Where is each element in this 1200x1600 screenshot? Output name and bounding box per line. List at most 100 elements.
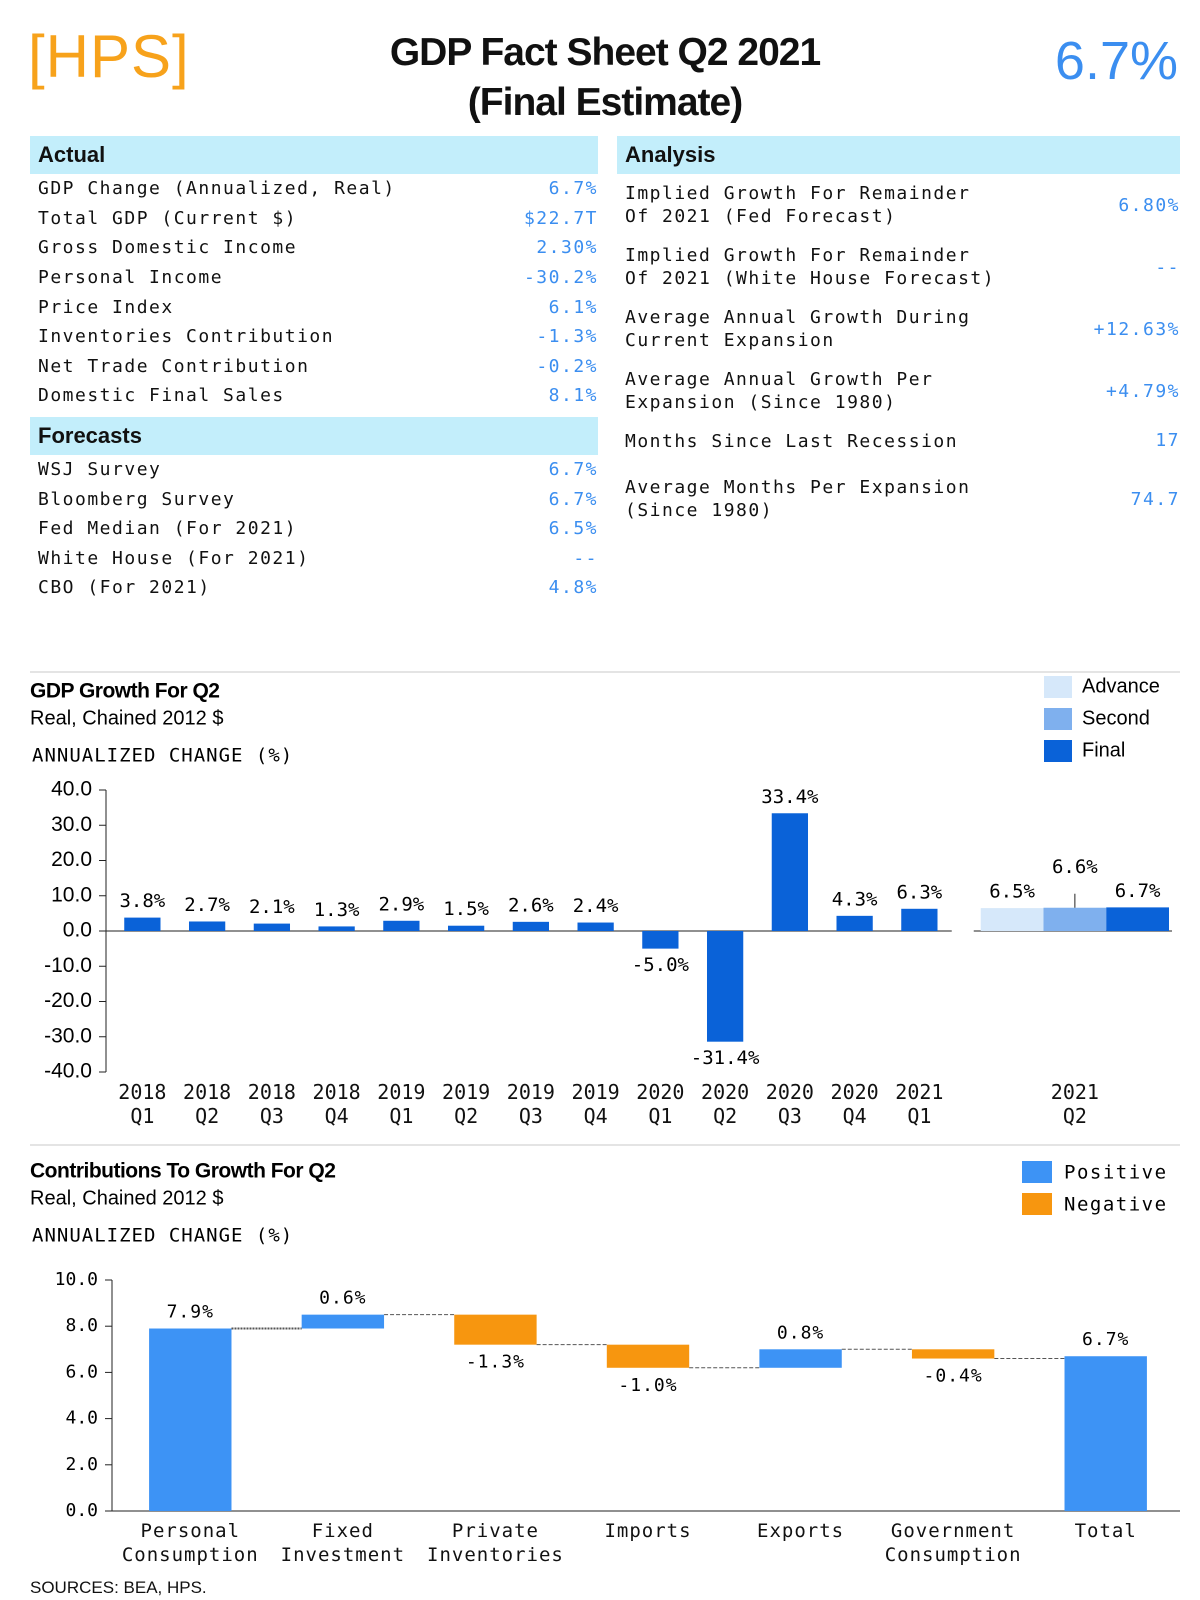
y-tick-label: 10.0 bbox=[51, 883, 92, 906]
bar bbox=[642, 931, 679, 949]
row-label: White House (For 2021) bbox=[38, 547, 310, 569]
x-tick-label: 2021 Q2 bbox=[1050, 1080, 1099, 1128]
data-label: 2.6% bbox=[508, 894, 554, 916]
row-label: Price Index bbox=[38, 296, 174, 318]
row-value: 6.7% bbox=[548, 459, 598, 481]
chart-subtitle: Real, Chained 2012 $ bbox=[30, 707, 223, 729]
data-label: 2.4% bbox=[573, 895, 619, 917]
bar bbox=[901, 908, 938, 931]
y-tick-label: 6.0 bbox=[65, 1361, 98, 1382]
table-row: CBO (For 2021) 4.8% bbox=[30, 573, 598, 603]
row-value: 17 bbox=[1155, 430, 1180, 451]
table-row: WSJ Survey 6.7% bbox=[30, 455, 598, 485]
legend-label: Second bbox=[1082, 707, 1150, 729]
bar bbox=[1106, 907, 1169, 931]
data-label: 2.1% bbox=[249, 896, 295, 918]
row-value: -0.2% bbox=[536, 355, 598, 377]
row-label: Personal Income bbox=[38, 267, 224, 289]
legend-swatch bbox=[1022, 1161, 1052, 1183]
data-label: 3.8% bbox=[119, 890, 165, 912]
y-axis-label: ANNUALIZED CHANGE (%) bbox=[32, 1225, 293, 1247]
y-tick-label: -20.0 bbox=[44, 989, 92, 1012]
data-label: -1.0% bbox=[618, 1375, 677, 1396]
title-line: (Final Estimate) bbox=[467, 81, 743, 124]
table-row: Months Since Last Recession 17 bbox=[617, 422, 1180, 468]
row-value: 6.1% bbox=[548, 296, 598, 318]
title-line: GDP Fact Sheet Q2 2021 bbox=[389, 31, 821, 74]
row-value: 6.80% bbox=[1118, 194, 1180, 216]
y-tick-label: 4.0 bbox=[65, 1408, 98, 1429]
legend-swatch bbox=[1044, 740, 1072, 762]
logo: [HPS] bbox=[28, 23, 190, 90]
bar bbox=[447, 925, 485, 931]
bar bbox=[124, 917, 161, 931]
data-label: 6.3% bbox=[896, 881, 942, 903]
bar bbox=[836, 915, 873, 931]
table-row: Fed Median (For 2021) 6.5% bbox=[30, 514, 598, 544]
x-tick-label: Imports bbox=[604, 1520, 692, 1542]
table-row: Implied Growth For Remainder Of 2021 (Wh… bbox=[617, 236, 1180, 298]
section-heading: Actual bbox=[30, 136, 598, 174]
data-label: 7.9% bbox=[167, 1302, 214, 1323]
chart-title: GDP Growth For Q2 bbox=[30, 680, 219, 703]
row-label: Net Trade Contribution bbox=[38, 355, 310, 377]
x-tick-label: Government Consumption bbox=[884, 1520, 1022, 1566]
data-label: -1.3% bbox=[466, 1352, 525, 1373]
row-label: Months Since Last Recession bbox=[625, 431, 959, 452]
bar bbox=[759, 1349, 842, 1368]
row-value: +4.79% bbox=[1105, 380, 1180, 402]
row-value: -1.3% bbox=[536, 326, 598, 348]
table-row: Bloomberg Survey 6.7% bbox=[30, 484, 598, 514]
table-row: Gross Domestic Income 2.30% bbox=[30, 233, 598, 263]
x-tick-label: 2019 Q1 bbox=[377, 1080, 426, 1128]
row-value: $22.7T bbox=[523, 207, 598, 229]
table-row: White House (For 2021) -- bbox=[30, 544, 598, 574]
row-value: -- bbox=[573, 547, 598, 569]
legend-label: Final bbox=[1082, 739, 1125, 761]
data-label: 0.6% bbox=[319, 1288, 366, 1309]
legend-label: Positive bbox=[1064, 1162, 1168, 1184]
y-tick-label: 0.0 bbox=[65, 1500, 98, 1521]
y-tick-label: -40.0 bbox=[44, 1060, 92, 1083]
table-row: Average Annual Growth During Current Exp… bbox=[617, 298, 1180, 360]
row-value: 4.8% bbox=[548, 577, 598, 599]
x-tick-label: 2018 Q1 bbox=[118, 1080, 167, 1128]
data-label: 33.4% bbox=[761, 786, 819, 808]
row-label: Implied Growth For Remainder Of 2021 (Fe… bbox=[625, 183, 971, 227]
data-label: 4.3% bbox=[832, 888, 878, 910]
bar bbox=[253, 923, 291, 931]
x-tick-label: Personal Consumption bbox=[121, 1520, 259, 1566]
row-value: 2.30% bbox=[536, 237, 598, 259]
x-tick-label: Total bbox=[1074, 1520, 1137, 1542]
table-row: Inventories Contribution -1.3% bbox=[30, 322, 598, 352]
row-value: -30.2% bbox=[523, 267, 598, 289]
row-label: Average Months Per Expansion (Since 1980… bbox=[625, 477, 971, 521]
x-tick-label: 2018 Q2 bbox=[183, 1080, 232, 1128]
legend-swatch bbox=[1044, 676, 1072, 698]
x-tick-label: 2020 Q4 bbox=[830, 1080, 879, 1128]
bar bbox=[606, 1344, 690, 1368]
legend-swatch bbox=[1022, 1193, 1052, 1215]
legend-label: Negative bbox=[1064, 1194, 1168, 1216]
y-tick-label: 0.0 bbox=[63, 919, 92, 942]
legend-label: Advance bbox=[1082, 675, 1160, 697]
row-value: +12.63% bbox=[1093, 318, 1180, 340]
section-heading: Analysis bbox=[617, 136, 1180, 174]
bar bbox=[771, 813, 809, 931]
row-value: 6.5% bbox=[548, 518, 598, 540]
y-tick-label: 30.0 bbox=[51, 813, 92, 836]
bar bbox=[188, 921, 226, 931]
headline: 6.7% bbox=[1054, 31, 1178, 91]
data-label: 0.8% bbox=[777, 1322, 824, 1343]
bar bbox=[454, 1314, 537, 1345]
data-label: 6.5% bbox=[989, 881, 1035, 903]
x-tick-label: 2021 Q1 bbox=[895, 1080, 944, 1128]
x-tick-label: Exports bbox=[757, 1520, 845, 1542]
section-heading: Forecasts bbox=[30, 416, 598, 455]
bar bbox=[149, 1328, 232, 1511]
data-label: 6.7% bbox=[1115, 880, 1161, 902]
y-tick-label: 40.0 bbox=[51, 778, 92, 801]
y-axis-label: ANNUALIZED CHANGE (%) bbox=[32, 745, 293, 767]
